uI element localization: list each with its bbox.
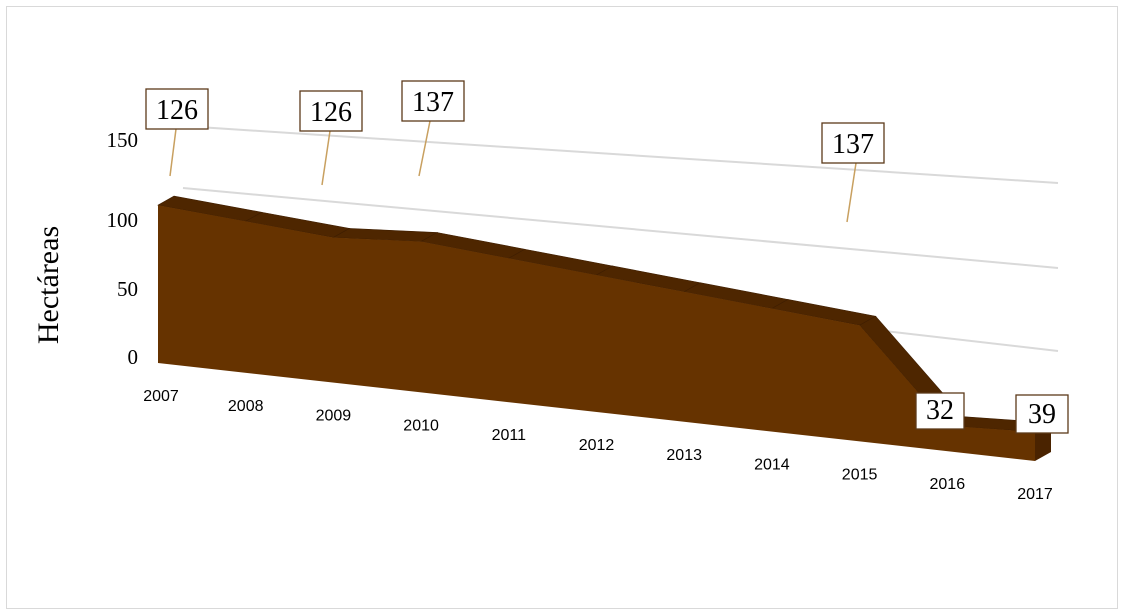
data-label-text: 32 [926,395,954,426]
y-axis-ticks: 0 50 100 150 [107,128,139,369]
data-label-box [821,122,885,164]
data-label-box [145,88,209,130]
data-label-leader [846,162,857,223]
data-label-text: 126 [310,97,352,128]
y-tick-label: 150 [107,128,139,152]
data-label-text: 137 [412,87,454,118]
y-axis-label: Hectáreas [32,226,65,344]
x-axis-ticks: 2007 2008 2009 2010 2011 2012 2013 2014 2015 2016… [143,388,1053,503]
data-labels: 126 126 137 137 32 39 [145,80,1069,434]
data-label-leader [169,128,177,177]
y-tick-label: 0 [128,345,139,369]
data-label-2017: 39 [1015,394,1069,434]
y-tick-label: 50 [117,277,138,301]
x-tick-label: 2012 [579,437,615,454]
x-tick-label: 2017 [1017,486,1053,503]
data-label-2009: 126 [299,90,363,186]
data-label-text: 39 [1028,399,1056,430]
data-label-leader [321,130,331,186]
x-tick-label: 2011 [492,427,527,444]
x-tick-label: 2009 [316,408,352,425]
x-tick-label: 2016 [930,476,966,493]
data-label-2016: 32 [915,392,965,430]
x-tick-label: 2014 [754,457,790,474]
y-tick-label: 100 [107,208,139,232]
data-label-text: 126 [156,95,198,126]
x-tick-label: 2013 [666,447,702,464]
data-label-text: 137 [832,129,874,160]
x-tick-label: 2010 [403,417,439,434]
x-tick-label: 2008 [228,398,264,415]
data-label-2007: 126 [145,88,209,177]
gridline-1 [182,187,1059,269]
area-front-face [158,205,1035,461]
data-label-box [915,392,965,430]
data-label-leader [418,120,431,177]
x-tick-label: 2007 [143,388,179,405]
data-label-box [401,80,465,122]
data-label-2015: 137 [821,122,885,223]
data-label-box [1015,394,1069,434]
gridline-0 [182,125,1059,184]
x-tick-label: 2015 [842,466,878,483]
data-label-box [299,90,363,132]
data-label-2010: 137 [401,80,465,177]
